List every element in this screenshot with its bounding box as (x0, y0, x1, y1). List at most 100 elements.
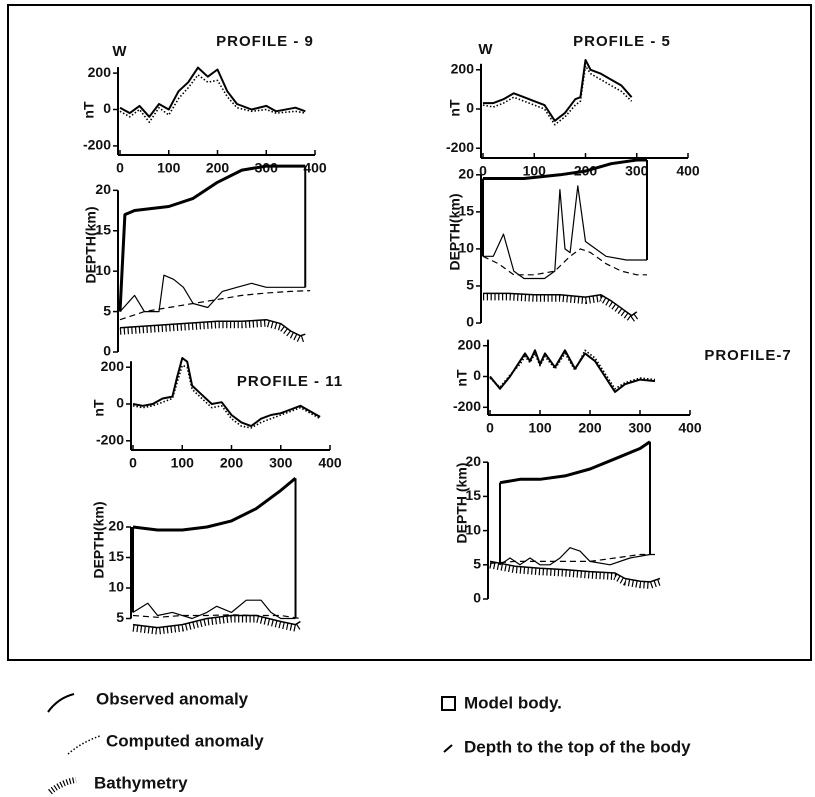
dashed-curve (489, 553, 655, 564)
x-tick-label: 100 (171, 455, 195, 471)
chart-title: PROFILE - 9 (216, 33, 314, 50)
thin-curve (499, 547, 651, 566)
legend-label: Depth to the top of the body (464, 737, 691, 756)
x-tick-label: 300 (255, 160, 279, 176)
x-tick-label: 0 (129, 455, 137, 471)
x-tick-label: 0 (116, 160, 124, 176)
thick-curve (118, 164, 306, 312)
legend-depth-icon (443, 744, 453, 753)
y-tick-label: 10 (465, 521, 481, 537)
x-tick-label: 400 (678, 420, 702, 436)
y-axis-label: DEPTH(km) (91, 501, 107, 578)
y-tick-label: 0 (473, 367, 481, 383)
y-tick-label: -200 (453, 398, 481, 414)
y-axis-label: DEPTH(km) (83, 206, 99, 283)
x-tick-label: 400 (303, 160, 327, 176)
thin-curve (119, 274, 306, 313)
y-tick-label: 0 (103, 100, 111, 116)
y-tick-label: 0 (116, 395, 124, 411)
chart-title: PROFILE - 5 (573, 33, 671, 50)
y-tick-label: 20 (458, 166, 474, 182)
y-tick-label: 200 (101, 358, 125, 374)
thin-curve (132, 599, 296, 620)
dashed-curve (119, 290, 311, 321)
solid-curve (132, 357, 321, 428)
dashed-curve (482, 248, 647, 276)
y-tick-label: 20 (108, 518, 124, 534)
solid-curve (483, 59, 633, 122)
x-tick-label: 100 (523, 163, 547, 179)
solid-curve (119, 66, 306, 118)
y-tick-label: 20 (95, 181, 111, 197)
frame (7, 4, 812, 661)
y-tick-label: 0 (466, 100, 474, 116)
bathymetry-hatch (132, 615, 303, 635)
bathymetry-hatch (489, 561, 662, 589)
x-tick-label: 200 (206, 160, 230, 176)
x-tick-label: 0 (486, 420, 494, 436)
y-tick-label: -200 (446, 139, 474, 155)
legend-label: Observed anomaly (96, 689, 249, 708)
y-tick-label: 0 (466, 314, 474, 330)
y-axis-label: nT (91, 399, 107, 417)
x-tick-label: 400 (318, 455, 342, 471)
y-tick-label: 5 (473, 556, 481, 572)
legend-bathymetry-icon (48, 777, 77, 795)
x-tick-label: 100 (157, 160, 181, 176)
legend-label: Computed anomaly (106, 731, 264, 750)
y-axis-label: nT (454, 369, 470, 387)
bathymetry-hatch (119, 319, 307, 344)
y-tick-label: 15 (465, 487, 481, 503)
x-tick-label: 300 (625, 163, 649, 179)
y-tick-label: -200 (83, 137, 111, 153)
x-tick-label: 0 (479, 163, 487, 179)
y-tick-label: 200 (88, 64, 112, 80)
legend-computed-icon (67, 735, 101, 755)
x-tick-label: 200 (578, 420, 602, 436)
y-tick-label: -200 (96, 432, 124, 448)
dotted-curve (132, 364, 321, 429)
legend: Observed anomaly Computed anomaly Bathym… (47, 689, 691, 795)
hatched-curve (489, 560, 661, 583)
x-tick-label: 300 (269, 455, 293, 471)
x-tick-label: 400 (676, 163, 700, 179)
y-tick-label: 10 (108, 579, 124, 595)
legend-observed-icon (47, 693, 75, 713)
x-tick-label: 200 (220, 455, 244, 471)
chart-title: PROFILE - 11 (237, 373, 343, 390)
y-tick-label: 10 (95, 262, 111, 278)
x-tick-label: 100 (528, 420, 552, 436)
thick-curve (499, 440, 651, 485)
y-axis-label: DEPTH (km) (454, 463, 470, 544)
thick-curve (483, 158, 647, 180)
annotation: W (112, 43, 127, 60)
annotation: W (478, 41, 493, 58)
y-tick-label: 15 (95, 221, 111, 237)
y-tick-label: 200 (451, 61, 475, 77)
y-tick-label: 15 (108, 548, 124, 564)
y-tick-label: 20 (465, 453, 481, 469)
y-tick-label: 5 (116, 609, 124, 625)
legend-label: Model body. (464, 693, 562, 712)
legend-model-icon (441, 696, 456, 711)
y-axis-label: nT (81, 101, 97, 119)
hatched-curve (119, 318, 306, 337)
y-tick-label: 0 (473, 590, 481, 606)
dotted-curve (482, 65, 633, 126)
y-tick-label: 15 (458, 203, 474, 219)
thin-curve (483, 185, 647, 280)
y-tick-label: 5 (103, 302, 111, 318)
x-tick-label: 300 (628, 420, 652, 436)
y-tick-label: 10 (458, 240, 474, 256)
y-tick-label: 200 (458, 336, 482, 352)
y-tick-label: 5 (466, 277, 474, 293)
dotted-curve (489, 349, 656, 390)
y-tick-label: 0 (103, 343, 111, 359)
chart-title: PROFILE-7 (704, 347, 791, 364)
thick-curve (132, 477, 297, 532)
y-axis-label: nT (447, 99, 463, 117)
bathymetry-hatch (483, 293, 639, 324)
solid-curve (489, 349, 656, 393)
